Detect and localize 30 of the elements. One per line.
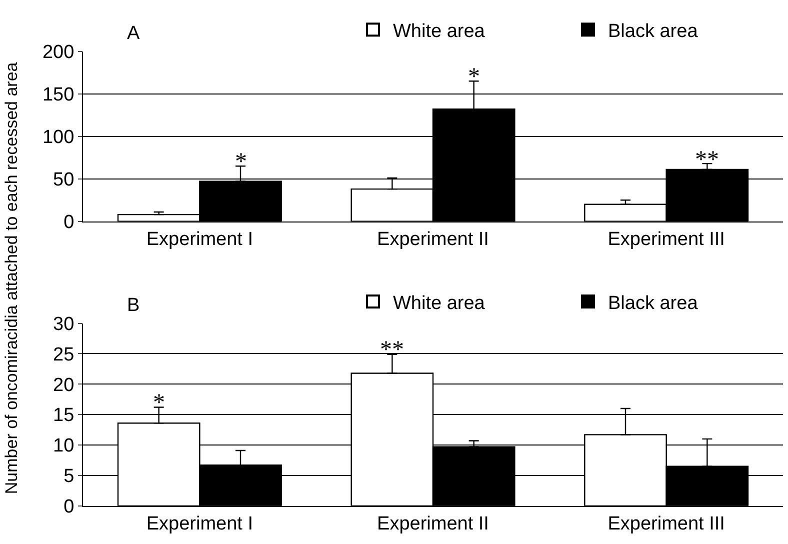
data-label: * — [235, 149, 247, 175]
legend-label: Black area — [608, 292, 698, 314]
legend-label: White area — [393, 292, 486, 314]
x-tick-label: Experiment II — [377, 229, 489, 250]
x-tick-label: Experiment III — [608, 514, 725, 535]
y-tick-label: 20 — [53, 374, 74, 396]
y-tick-label: 0 — [64, 212, 74, 233]
data-label: * — [153, 390, 165, 416]
y-tick-label: 200 — [42, 42, 74, 64]
y-tick-label: 5 — [64, 466, 74, 488]
x-tick-label: Experiment I — [146, 229, 253, 250]
y-tick-label: 15 — [53, 405, 74, 426]
chart-title: B — [127, 295, 140, 316]
x-tick-label: Experiment II — [377, 514, 489, 535]
y-tick-label: 150 — [42, 84, 74, 106]
y-tick-label: 30 — [53, 314, 74, 335]
x-tick-label: Experiment I — [146, 514, 253, 535]
y-axis-title: Number of oncomiracidia attached to each recessed area — [2, 62, 21, 494]
x-tick-label: Experiment III — [608, 229, 725, 250]
data-label: ** — [695, 147, 719, 173]
y-tick-label: 25 — [53, 344, 74, 366]
legend-label: White area — [393, 21, 486, 42]
y-tick-label: 10 — [53, 436, 74, 457]
data-label: ** — [380, 337, 404, 363]
y-tick-label: 0 — [64, 496, 74, 518]
data-label: * — [468, 64, 480, 90]
y-tick-label: 100 — [42, 127, 74, 148]
chart-title: A — [127, 23, 140, 44]
y-tick-label: 50 — [53, 169, 74, 190]
legend-label: Black area — [608, 21, 698, 42]
